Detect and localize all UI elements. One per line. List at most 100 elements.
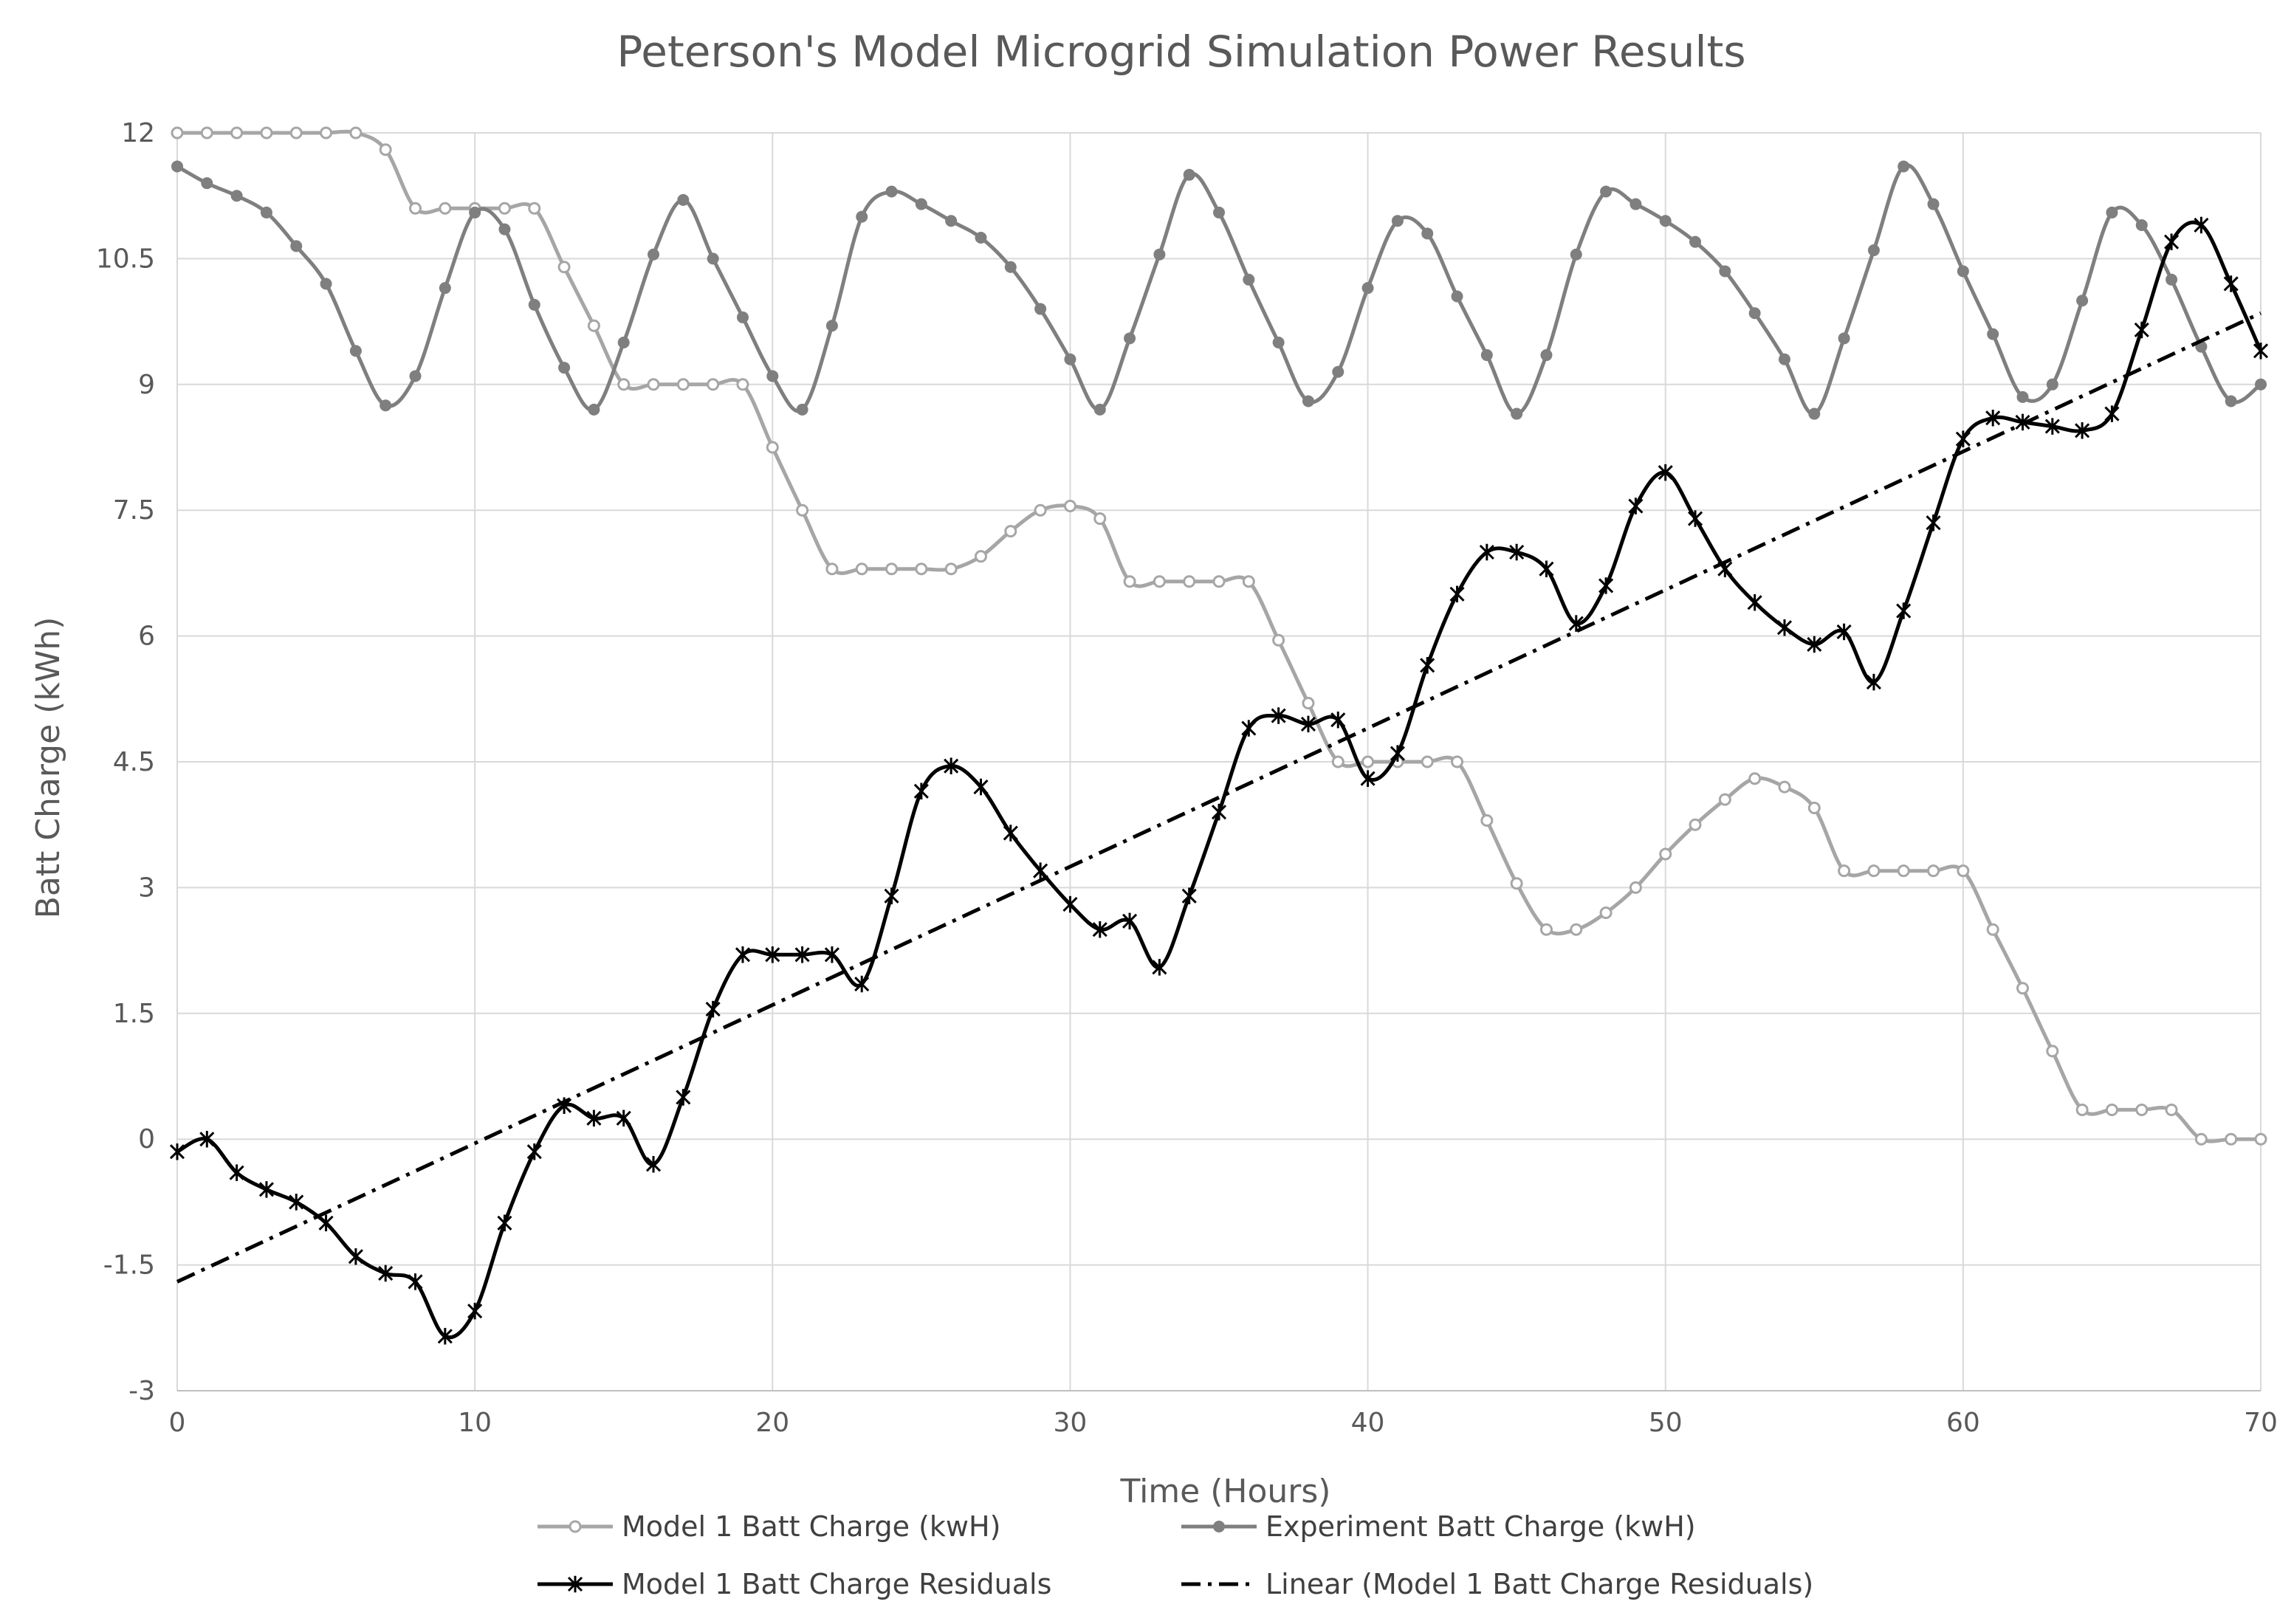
data-point [1630,198,1642,210]
y-tick-label: 10.5 [96,244,155,274]
data-point [2046,378,2058,390]
data-point [348,1248,363,1265]
data-point [1302,696,1315,709]
data-point [1689,235,1702,248]
data-point [973,778,989,796]
data-point [885,562,899,576]
data-point [260,206,272,219]
data-point [1361,755,1375,768]
data-point [1629,881,1642,894]
data-point [1838,332,1850,345]
data-point [1272,633,1285,647]
data-point [1659,215,1672,227]
data-point [1480,349,1493,362]
data-point [1927,864,1940,878]
x-tick-label: 60 [1946,1408,1980,1438]
data-point [648,248,660,261]
data-point [408,1273,423,1290]
data-point [1955,430,1971,447]
data-point [677,193,690,206]
data-point [884,887,899,905]
data-point [2135,1103,2149,1116]
x-tick-label: 20 [755,1408,789,1438]
data-point [1778,353,1790,365]
data-point [289,126,303,140]
data-point [2105,1103,2118,1116]
data-point [1898,160,1910,173]
x-axis-label: Time (Hours) [1120,1473,1331,1510]
data-point [915,198,927,210]
series-residuals [169,216,2269,1345]
data-point [1183,575,1196,588]
data-point [379,143,392,156]
x-tick-label: 30 [1054,1408,1088,1438]
y-tick-label: 4.5 [113,747,155,777]
data-point [975,232,987,244]
data-point [1004,261,1017,273]
data-point [498,223,511,235]
data-point [380,399,392,412]
data-point [1985,409,2001,427]
data-point [854,975,870,993]
data-point [1212,575,1226,588]
data-point [169,1143,185,1160]
data-point [1807,801,1821,814]
data-point [230,126,244,140]
data-point [1183,168,1195,181]
data-point [1509,543,1525,561]
data-point [617,378,631,391]
data-point [1897,864,1910,878]
data-point [676,378,690,391]
data-point [1927,198,1940,210]
data-point [1747,593,1762,611]
data-point [1449,585,1465,603]
series-line [176,220,2263,1340]
x-tick-label: 0 [169,1408,186,1438]
data-point [1957,265,1969,278]
data-point [2106,206,2118,219]
data-point [2075,422,2090,439]
data-point [735,946,751,963]
data-point [290,240,303,252]
data-point [1361,282,1374,295]
data-point [586,1109,602,1127]
data-point [2076,295,2089,307]
data-point [736,378,749,391]
data-point [1689,818,1702,831]
data-point [1330,711,1346,729]
data-point [2134,321,2149,339]
axes: -3 -1.5 0 1.5 3 4.5 6 7.5 9 10.5 12 0 10 20 30 40 50 60 70 [96,118,2278,1438]
data-point [944,757,959,774]
data-point [587,319,600,332]
data-point [794,946,810,963]
y-tick-label: -3 [128,1376,155,1406]
data-point [409,370,422,382]
data-point [171,126,184,140]
data-point [1866,673,1881,691]
data-point [1659,847,1672,861]
data-point [1211,803,1227,821]
data-point [2194,1132,2208,1146]
data-point [349,126,363,140]
data-point [617,337,630,348]
data-point [320,126,333,140]
data-point [1332,365,1345,378]
data-point [1272,337,1285,348]
data-point [467,1302,483,1320]
y-tick-label: 7.5 [113,495,155,526]
data-point [1776,619,1793,636]
data-point [1867,864,1881,878]
data-point [1213,206,1225,219]
data-point [1926,514,1941,531]
data-point [856,210,868,223]
data-point [2016,390,2029,403]
legend-marker-residuals [567,1575,583,1593]
data-point [1360,770,1376,787]
data-point [765,946,780,963]
data-point [258,1181,275,1198]
data-point [1807,636,1822,653]
legend-label-trendline: Linear (Model 1 Batt Charge Residuals) [1266,1568,1813,1600]
data-point [1957,864,1970,878]
